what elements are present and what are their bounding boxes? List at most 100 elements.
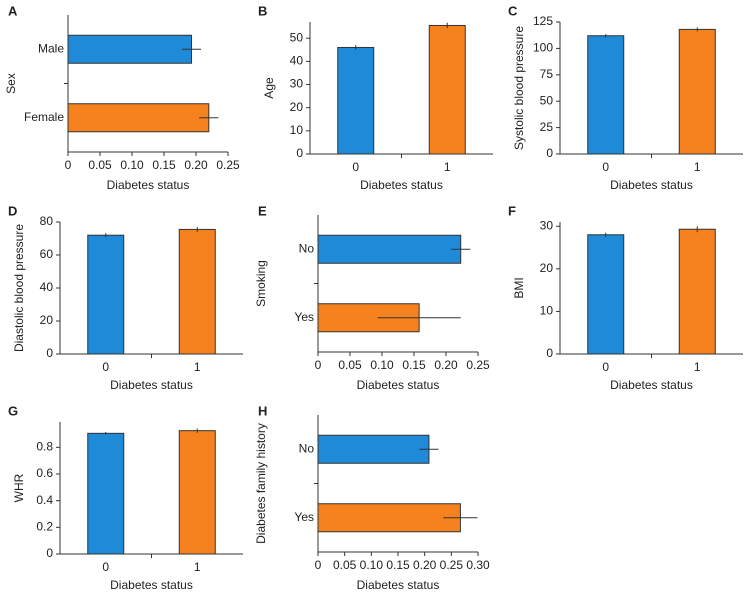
y-tick-label: 0 xyxy=(46,346,53,360)
y-tick-label: Yes xyxy=(294,510,314,524)
y-tick-label: Male xyxy=(38,41,64,55)
x-axis-label: Diabetes status xyxy=(610,178,693,192)
x-tick-label: 0 xyxy=(602,360,609,374)
y-tick-label: 40 xyxy=(290,54,304,68)
y-tick-label: 125 xyxy=(533,14,553,28)
y-tick-label: 0 xyxy=(546,346,553,360)
x-tick-label: 0.05 xyxy=(88,158,112,172)
y-tick-label: 25 xyxy=(540,120,554,134)
y-tick-label: 75 xyxy=(540,67,554,81)
y-tick-label: 0.2 xyxy=(36,520,53,534)
y-tick-label: 100 xyxy=(533,41,553,55)
y-axis-label: Sex xyxy=(4,73,18,94)
x-tick-label: 1 xyxy=(694,360,701,374)
y-tick-label: 20 xyxy=(290,100,304,114)
y-tick-label: 50 xyxy=(540,93,554,107)
y-tick-label: 10 xyxy=(540,304,554,318)
x-tick-label: 1 xyxy=(194,360,201,374)
x-tick-label: 0.20 xyxy=(434,358,458,372)
x-tick-label: 0.20 xyxy=(184,158,208,172)
panel-label: D xyxy=(8,203,17,218)
y-tick-label: 10 xyxy=(290,123,304,137)
x-tick-label: 0.05 xyxy=(333,558,357,572)
y-tick-label: 20 xyxy=(40,313,54,327)
x-tick-label: 0.25 xyxy=(440,558,464,572)
bar xyxy=(317,434,430,464)
y-tick-label: 0.8 xyxy=(36,440,53,454)
x-axis-label: Diabetes status xyxy=(610,378,693,392)
x-tick-label: 0 xyxy=(65,158,72,172)
y-tick-label: 0 xyxy=(46,546,53,560)
y-tick-label: 0 xyxy=(546,146,553,160)
x-tick-label: 0.10 xyxy=(360,558,384,572)
bar xyxy=(337,46,375,155)
x-tick-label: 1 xyxy=(444,160,451,174)
y-axis-label: Diabetes family history xyxy=(254,423,268,544)
x-tick-label: 0.25 xyxy=(216,158,240,172)
bar xyxy=(317,503,461,533)
y-tick-label: 20 xyxy=(540,261,554,275)
x-axis-label: Diabetes status xyxy=(107,178,190,192)
bar xyxy=(87,432,125,555)
bar xyxy=(67,34,193,64)
y-axis-label: Systolic blood pressure xyxy=(512,26,526,150)
x-tick-label: 0.10 xyxy=(370,358,394,372)
x-tick-label: 0.05 xyxy=(338,358,362,372)
panel-label: H xyxy=(258,403,267,418)
y-tick-label: Yes xyxy=(294,310,314,324)
y-tick-label: No xyxy=(299,441,315,455)
y-tick-label: 0 xyxy=(296,146,303,160)
x-axis-label: Diabetes status xyxy=(110,578,193,592)
bar xyxy=(87,234,125,355)
x-tick-label: 0.15 xyxy=(152,158,176,172)
y-axis-label: BMI xyxy=(512,277,526,298)
x-tick-label: 0.10 xyxy=(120,158,144,172)
panel-label: G xyxy=(8,403,18,418)
x-tick-label: 0 xyxy=(102,560,109,574)
y-tick-label: 50 xyxy=(290,30,304,44)
bar xyxy=(178,430,216,555)
bar xyxy=(587,35,625,155)
x-tick-label: 0 xyxy=(102,360,109,374)
x-tick-label: 0.30 xyxy=(466,558,490,572)
panel-label: C xyxy=(508,3,518,18)
bar xyxy=(587,234,625,355)
y-tick-label: 30 xyxy=(290,77,304,91)
x-axis-label: Diabetes status xyxy=(110,378,193,392)
y-tick-label: 0.4 xyxy=(36,493,53,507)
y-tick-label: 80 xyxy=(40,214,54,228)
x-tick-label: 0.15 xyxy=(386,558,410,572)
y-axis-label: Age xyxy=(262,77,276,99)
x-axis-label: Diabetes status xyxy=(357,578,440,592)
x-tick-label: 0 xyxy=(602,160,609,174)
bar xyxy=(178,228,216,355)
x-tick-label: 0 xyxy=(352,160,359,174)
y-tick-label: 60 xyxy=(40,247,54,261)
x-tick-label: 0.25 xyxy=(466,358,490,372)
bar xyxy=(428,24,466,155)
x-tick-label: 0.15 xyxy=(402,358,426,372)
bar xyxy=(678,228,716,355)
panel-label: F xyxy=(508,203,516,218)
y-axis-label: Diastolic blood pressure xyxy=(12,224,26,352)
panel-label: E xyxy=(258,203,267,218)
x-tick-label: 1 xyxy=(194,560,201,574)
y-tick-label: Female xyxy=(24,110,64,124)
y-tick-label: No xyxy=(299,241,315,255)
x-tick-label: 0 xyxy=(315,558,322,572)
x-tick-label: 0.20 xyxy=(413,558,437,572)
y-tick-label: 30 xyxy=(540,218,554,232)
panel-label: B xyxy=(258,3,267,18)
bar xyxy=(67,103,210,133)
y-axis-label: Smoking xyxy=(254,260,268,307)
y-tick-label: 40 xyxy=(40,280,54,294)
y-tick-label: 0.6 xyxy=(36,466,53,480)
x-tick-label: 0 xyxy=(315,358,322,372)
panel-label: A xyxy=(8,3,18,18)
x-tick-label: 1 xyxy=(694,160,701,174)
y-axis-label: WHR xyxy=(12,473,26,502)
bar xyxy=(317,234,462,264)
x-axis-label: Diabetes status xyxy=(357,378,440,392)
